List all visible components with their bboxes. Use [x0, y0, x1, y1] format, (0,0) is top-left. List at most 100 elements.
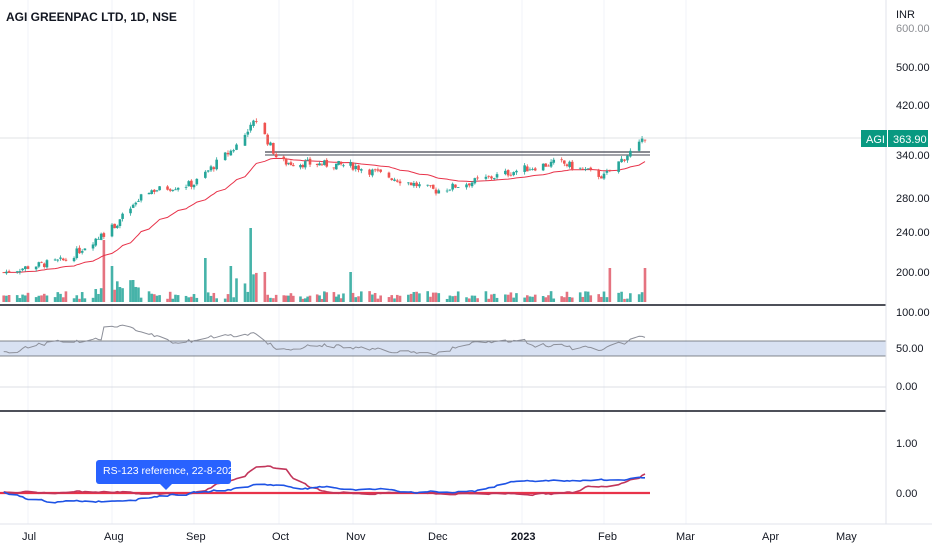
rs-line	[3, 476, 645, 504]
volume-bar	[80, 292, 84, 302]
candle-body	[75, 248, 79, 259]
time-tick: Aug	[104, 531, 124, 543]
candle-body	[7, 271, 11, 273]
candle-body	[24, 266, 27, 270]
candle-body	[509, 174, 513, 176]
volume-bar	[306, 296, 309, 302]
volume-bar	[5, 295, 8, 302]
volume-bar	[473, 295, 477, 302]
price-pane[interactable]: AGI GREENPAC LTD, 1D, NSE	[0, 10, 886, 302]
price-tick: 200.00	[896, 267, 930, 279]
candle-body	[643, 139, 647, 141]
candle-body	[215, 159, 218, 170]
candle-body	[40, 261, 43, 263]
volume-bar	[323, 291, 326, 302]
volume-bar	[467, 298, 471, 302]
candle-body	[407, 182, 410, 184]
candle-body	[299, 164, 302, 168]
time-axis[interactable]: Jul Aug Sep Oct Nov Dec 2023 Feb Mar Apr…	[22, 531, 857, 543]
candle-body	[315, 163, 319, 165]
volume-bar	[360, 291, 363, 302]
candle-body	[255, 121, 258, 122]
candle-body	[195, 178, 199, 185]
candle-body	[549, 161, 553, 167]
price-axis[interactable]: INR 600.00 500.00 420.00 340.00 280.00 2…	[896, 9, 930, 279]
volume-bar	[118, 287, 122, 302]
candle-body	[184, 186, 188, 188]
volume-bar	[448, 295, 452, 302]
volume-bar	[476, 298, 479, 302]
volume-bar	[445, 298, 449, 302]
candle-body	[495, 174, 499, 178]
candle-body	[110, 224, 114, 237]
volume-bar	[351, 292, 355, 302]
candle-body	[131, 204, 135, 208]
volume-bar	[368, 291, 371, 302]
candle-body	[617, 161, 620, 172]
volume-bar	[629, 293, 632, 302]
rsi-axis[interactable]: 100.00 50.00 0.00	[896, 307, 930, 393]
candle-body	[274, 154, 278, 158]
candle-body	[118, 219, 122, 226]
candle-body	[42, 263, 46, 267]
volume-bar	[226, 294, 230, 302]
candle-body	[229, 150, 233, 156]
rsi-tick: 50.00	[896, 343, 924, 355]
volume-bar	[45, 295, 49, 302]
candle-body	[515, 170, 518, 173]
candle-body	[171, 189, 175, 191]
price-tag[interactable]: AGI 363.90	[861, 130, 928, 147]
candle-body	[139, 194, 143, 201]
volume-bar	[600, 296, 603, 302]
volume-bar	[437, 293, 441, 302]
volume-bar	[544, 297, 548, 302]
volume-bar	[15, 295, 19, 302]
volume-bar	[110, 266, 114, 302]
price-tag-value-box	[888, 130, 928, 147]
reference-annotation[interactable]: RS-123 reference, 22-8-2022	[96, 460, 240, 490]
candle-body	[623, 159, 626, 161]
volume-bar	[37, 295, 41, 302]
rs-axis[interactable]: 1.00 0.00	[896, 438, 917, 500]
volume-bar	[56, 292, 60, 302]
candle-body	[565, 164, 569, 166]
candle-body	[357, 165, 360, 171]
rs-secondary-line	[3, 465, 646, 497]
candle-body	[448, 189, 452, 191]
volume-bar	[190, 296, 193, 302]
candle-body	[602, 173, 606, 179]
volume-bar	[263, 272, 267, 302]
candle-body	[376, 169, 380, 171]
relative-strength-pane[interactable]: RS-123 reference, 22-8-2022	[0, 460, 650, 504]
volume-bar	[523, 297, 526, 302]
volume-bar	[134, 286, 138, 302]
volume-bar	[252, 274, 255, 302]
candle-body	[470, 182, 474, 187]
volume-bar	[249, 228, 252, 302]
time-tick: Apr	[762, 531, 779, 543]
volume-bar	[560, 296, 563, 302]
volume-bar	[301, 298, 305, 302]
candle-body	[620, 158, 623, 163]
candle-body	[56, 259, 60, 261]
rsi-pane[interactable]	[0, 324, 886, 388]
volume-bar	[568, 297, 571, 302]
candle-body	[129, 208, 132, 214]
volume-bar	[187, 297, 191, 302]
price-tick-partial: 600.00	[896, 23, 930, 35]
candle-body	[570, 161, 574, 170]
volume-bar	[531, 296, 534, 302]
volume-bar	[509, 292, 513, 302]
volume-bar	[337, 294, 340, 302]
volume-bar	[342, 293, 345, 302]
volume-bar	[204, 258, 207, 302]
volume-bar	[139, 297, 143, 302]
candle-body	[153, 189, 156, 192]
candle-body	[528, 169, 532, 171]
volume-bar	[429, 296, 432, 302]
candle-body	[563, 160, 566, 164]
candle-body	[578, 167, 582, 169]
rsi-line	[3, 324, 646, 356]
candle-body	[102, 233, 106, 237]
